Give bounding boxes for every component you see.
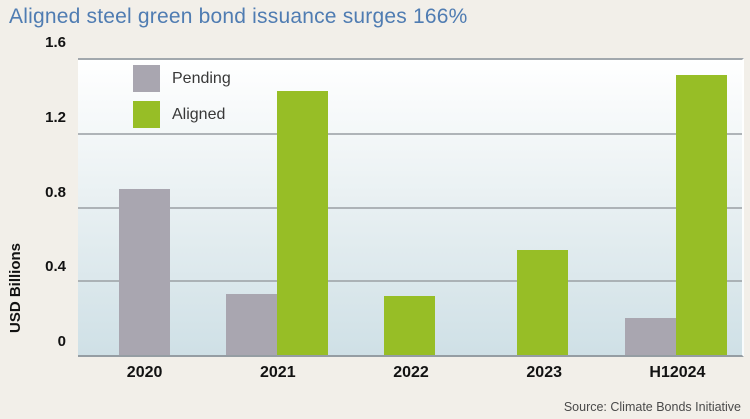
x-label-h12024: H12024 — [649, 364, 706, 381]
legend-pending-swatch-icon — [133, 65, 160, 92]
y-tick-label: 0.8 — [45, 183, 66, 201]
bar-pending-h12024 — [624, 318, 676, 355]
bar-aligned-h12024 — [675, 74, 727, 355]
bar-pending-2020 — [118, 189, 170, 355]
x-label-2021: 2021 — [260, 364, 296, 381]
bar-aligned-2023 — [517, 249, 569, 355]
y-tick-label: 1.6 — [45, 34, 66, 51]
bars-container — [78, 60, 742, 355]
legend-aligned-swatch-icon — [133, 101, 160, 128]
legend-label: Aligned — [172, 105, 226, 123]
bar-group-h12024 — [609, 60, 742, 355]
y-tick-label: 1.2 — [45, 108, 66, 126]
x-label-2020: 2020 — [126, 364, 163, 381]
legend: Pending Aligned — [133, 65, 231, 128]
plot-area: Pending Aligned — [78, 58, 744, 357]
gridline — [78, 206, 742, 209]
bar-aligned-2021 — [277, 91, 329, 355]
bar-group-2023 — [476, 60, 609, 355]
x-label-2022: 2022 — [393, 364, 429, 381]
bar-aligned-2022 — [384, 296, 436, 355]
legend-label: Pending — [172, 69, 231, 87]
y-tick-label: 0 — [57, 333, 66, 350]
source-attribution: Source: Climate Bonds Initiative — [563, 400, 741, 414]
y-tick-label: 0.4 — [45, 258, 66, 276]
bar-group-2022 — [344, 60, 477, 355]
y-axis-title: USD Billions — [7, 242, 24, 333]
bar-group-2020 — [78, 60, 211, 355]
x-axis-labels: 2020 2021 2022 2023 H12024 — [78, 362, 744, 384]
gridline — [78, 280, 742, 283]
gridline — [78, 132, 742, 135]
x-label-2023: 2023 — [526, 364, 562, 381]
page-title: Aligned steel green bond issuance surges… — [9, 5, 468, 28]
legend-item-pending: Pending — [133, 65, 231, 92]
legend-item-aligned: Aligned — [133, 101, 231, 128]
y-axis-ticks: 0 0.4 0.8 1.2 1.6 — [26, 0, 66, 419]
bar-group-2021 — [211, 60, 344, 355]
bar-pending-2021 — [226, 294, 278, 355]
